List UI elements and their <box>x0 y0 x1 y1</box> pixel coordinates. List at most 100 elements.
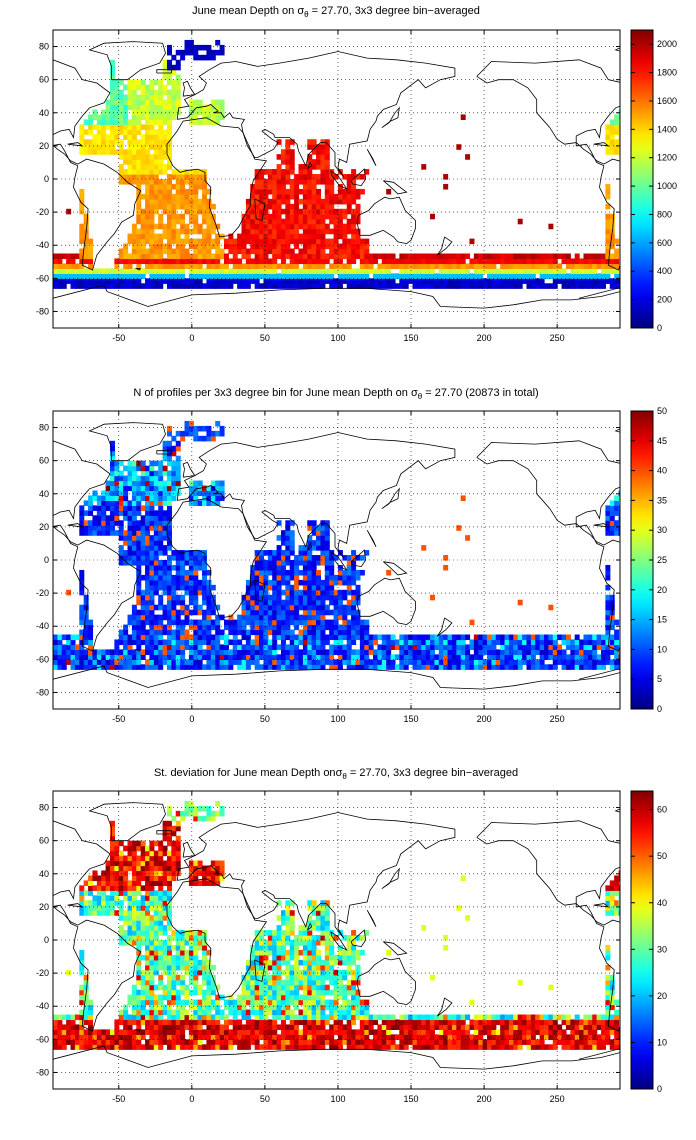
data-cell <box>127 860 133 867</box>
data-cell <box>140 609 146 616</box>
data-cell <box>109 515 115 521</box>
data-cell <box>412 634 418 641</box>
data-cell <box>289 154 295 160</box>
data-cell <box>298 550 304 556</box>
data-cell <box>188 940 194 946</box>
data-cell <box>188 268 194 274</box>
data-cell <box>280 218 286 225</box>
data-cell <box>539 258 545 265</box>
data-cell <box>123 560 129 566</box>
data-cell <box>145 238 151 245</box>
data-cell <box>294 599 300 606</box>
data-cell <box>570 273 576 279</box>
data-cell <box>131 485 137 492</box>
data-cell <box>443 634 449 641</box>
data-cell <box>114 885 120 891</box>
data-cell <box>206 584 212 591</box>
data-cell <box>131 604 137 611</box>
data-cell <box>421 273 427 279</box>
data-cell <box>166 574 172 581</box>
data-cell <box>197 550 203 556</box>
data-cell <box>136 154 142 160</box>
data-cell <box>267 555 273 561</box>
data-cell <box>158 845 164 852</box>
data-cell <box>456 263 462 269</box>
data-cell <box>136 273 142 279</box>
data-cell <box>105 664 111 670</box>
data-cell <box>320 664 326 670</box>
data-cell <box>180 54 186 61</box>
data-cell <box>320 159 326 165</box>
data-cell <box>66 639 72 646</box>
data-cell <box>285 248 291 255</box>
coastline <box>436 236 453 256</box>
data-cell <box>280 273 286 279</box>
data-cell <box>316 614 322 621</box>
data-cell <box>565 273 571 279</box>
data-cell <box>149 654 155 660</box>
data-cell <box>609 614 615 621</box>
data-cell <box>504 268 510 274</box>
data-cell <box>140 1014 146 1021</box>
data-cell <box>601 639 606 646</box>
data-cell <box>592 664 598 670</box>
data-cell <box>136 149 142 155</box>
data-cell <box>320 619 326 626</box>
data-cell <box>197 228 203 235</box>
data-cell <box>609 134 615 140</box>
data-cell <box>342 654 348 660</box>
data-cell <box>259 649 265 655</box>
data-cell <box>500 634 506 641</box>
data-cell <box>166 654 172 660</box>
data-cell <box>140 629 146 636</box>
data-cell <box>193 480 199 487</box>
data-cell <box>259 218 265 225</box>
data-cell <box>202 104 208 111</box>
data-cell <box>487 258 493 265</box>
data-cell <box>180 940 186 946</box>
data-cell <box>618 649 620 655</box>
data-cell <box>302 579 308 586</box>
data-cell <box>153 584 159 591</box>
data-cell <box>140 940 146 946</box>
data-cell <box>263 594 269 601</box>
data-cell <box>131 273 137 279</box>
data-cell <box>320 218 326 225</box>
data-cell <box>351 253 357 260</box>
data-cell <box>153 79 159 86</box>
data-cell <box>149 535 155 541</box>
data-cell <box>329 193 335 200</box>
data-cell <box>158 149 164 155</box>
data-cell <box>285 164 291 170</box>
data-cell <box>175 465 181 472</box>
data-cell <box>66 634 72 641</box>
data-cell <box>92 1029 98 1035</box>
data-cell <box>232 243 238 250</box>
data-cell <box>311 579 317 586</box>
data-cell <box>61 649 67 655</box>
data-cell <box>188 579 194 586</box>
data-cell <box>109 74 115 81</box>
data-cell <box>118 268 124 274</box>
data-cell <box>193 604 199 611</box>
data-cell <box>285 144 291 150</box>
data-cell <box>197 999 203 1006</box>
data-cell <box>83 129 89 135</box>
data-cell <box>166 445 172 452</box>
data-cell <box>171 634 177 641</box>
data-cell <box>180 1004 186 1011</box>
data-cell <box>517 258 523 265</box>
data-cell <box>215 114 221 120</box>
data-cell <box>215 104 221 111</box>
data-cell <box>114 855 120 862</box>
data-cell <box>166 490 172 497</box>
data-cell <box>263 263 269 269</box>
data-cell <box>605 213 611 220</box>
data-cell <box>79 659 85 665</box>
data-cell <box>421 639 427 646</box>
data-cell <box>285 268 291 274</box>
data-cell <box>263 278 269 284</box>
data-cell <box>552 659 558 665</box>
data-cell <box>294 258 300 265</box>
data-cell <box>131 1034 137 1040</box>
